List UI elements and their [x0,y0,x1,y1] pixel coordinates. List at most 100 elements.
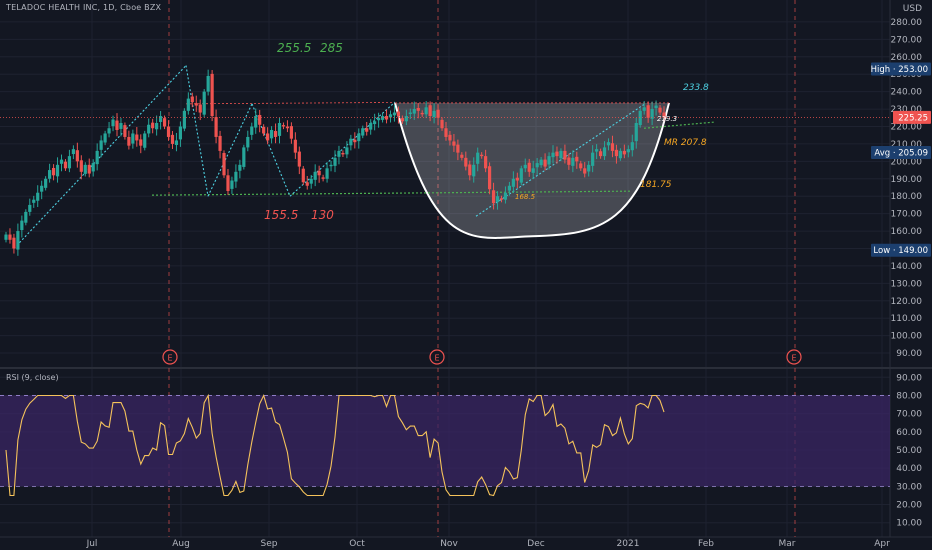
candle-body[interactable] [107,128,111,134]
candle-body[interactable] [242,147,246,167]
candle-body[interactable] [190,96,194,103]
candle-body[interactable] [226,175,230,191]
candle-body[interactable] [182,110,186,129]
earnings-marker-circle[interactable] [429,349,445,365]
candle-body[interactable] [452,141,456,146]
candle-body[interactable] [8,234,12,240]
candle-body[interactable] [345,147,349,155]
candle-body[interactable] [55,164,60,177]
candle-body[interactable] [610,143,615,151]
candle-body[interactable] [614,149,619,157]
candle-body[interactable] [206,75,210,92]
candle-body[interactable] [606,142,611,146]
candle-body[interactable] [329,164,333,167]
candle-body[interactable] [186,98,190,111]
candle-body[interactable] [432,110,436,118]
candle-body[interactable] [250,126,254,135]
candle-body[interactable] [258,114,262,125]
candle-body[interactable] [365,128,369,132]
earnings-marker[interactable]: E [786,349,802,365]
candle-body[interactable] [111,119,115,127]
candle-body[interactable] [662,112,666,118]
candle-body[interactable] [178,126,183,140]
candle-body[interactable] [222,152,226,176]
candle-body[interactable] [12,237,16,249]
candle-body[interactable] [194,103,198,106]
candle-body[interactable] [420,112,424,115]
candle-body[interactable] [313,171,317,180]
candle-body[interactable] [67,156,72,169]
earnings-marker[interactable]: E [429,349,445,365]
candle-body[interactable] [202,91,206,115]
candle-body[interactable] [595,149,599,152]
candle-body[interactable] [71,149,75,155]
candle-body[interactable] [349,138,353,146]
candle-body[interactable] [20,220,24,231]
candle-body[interactable] [357,133,361,142]
candle-body[interactable] [388,114,393,118]
candle-body[interactable] [40,185,44,192]
candle-body[interactable] [412,109,416,114]
candle-body[interactable] [373,121,377,125]
candle-body[interactable] [269,129,274,139]
candle-body[interactable] [139,139,143,146]
candle-body[interactable] [626,149,630,153]
candle-body[interactable] [123,125,127,137]
candle-body[interactable] [162,118,167,127]
candle-body[interactable] [571,157,575,166]
candle-body[interactable] [309,178,313,184]
candle-body[interactable] [638,110,642,126]
candle-body[interactable] [598,151,603,157]
candle-body[interactable] [436,109,440,118]
candle-body[interactable] [380,116,385,120]
candle-body[interactable] [317,170,321,176]
candle-body[interactable] [83,164,87,174]
candle-body[interactable] [230,180,234,189]
candle-body[interactable] [214,117,218,137]
candle-body[interactable] [579,163,583,169]
candle-body[interactable] [147,124,151,134]
candle-body[interactable] [238,164,242,171]
candle-body[interactable] [361,128,365,136]
candle-body[interactable] [392,112,397,116]
candle-body[interactable] [353,139,357,143]
time-axis[interactable]: Jul Aug Sep Oct Nov Dec 2021 Feb Mar Apr [86,539,891,549]
candle-body[interactable] [341,152,345,155]
candle-body[interactable] [618,150,622,159]
candle-body[interactable] [218,135,222,151]
candle-body[interactable] [444,128,448,137]
candle-body[interactable] [174,140,179,145]
candle-body[interactable] [491,190,496,204]
candle-body[interactable] [281,125,286,127]
candle-body[interactable] [285,126,290,129]
candle-body[interactable] [519,168,523,183]
candle-body[interactable] [337,150,341,157]
candle-body[interactable] [464,157,468,167]
candles[interactable] [4,69,666,256]
candle-body[interactable] [127,136,131,146]
candle-body[interactable] [166,126,171,137]
candle-body[interactable] [254,116,258,128]
candle-body[interactable] [377,117,381,121]
candle-body[interactable] [79,160,83,172]
candle-body[interactable] [333,157,337,166]
candle-body[interactable] [650,109,654,119]
candle-body[interactable] [36,192,40,201]
candle-body[interactable] [587,164,591,172]
earnings-marker[interactable]: E [162,349,178,365]
candle-body[interactable] [515,177,519,181]
candle-body[interactable] [523,164,527,169]
candle-body[interactable] [555,151,559,157]
candle-body[interactable] [503,192,508,200]
candle-body[interactable] [75,150,79,162]
candle-body[interactable] [602,147,607,157]
candle-body[interactable] [305,182,309,186]
candle-body[interactable] [103,133,107,143]
candle-body[interactable] [448,134,452,141]
candle-body[interactable] [480,154,484,157]
candle-body[interactable] [634,123,638,142]
candle-body[interactable] [155,123,159,130]
candle-body[interactable] [456,144,460,153]
candle-body[interactable] [143,133,147,148]
